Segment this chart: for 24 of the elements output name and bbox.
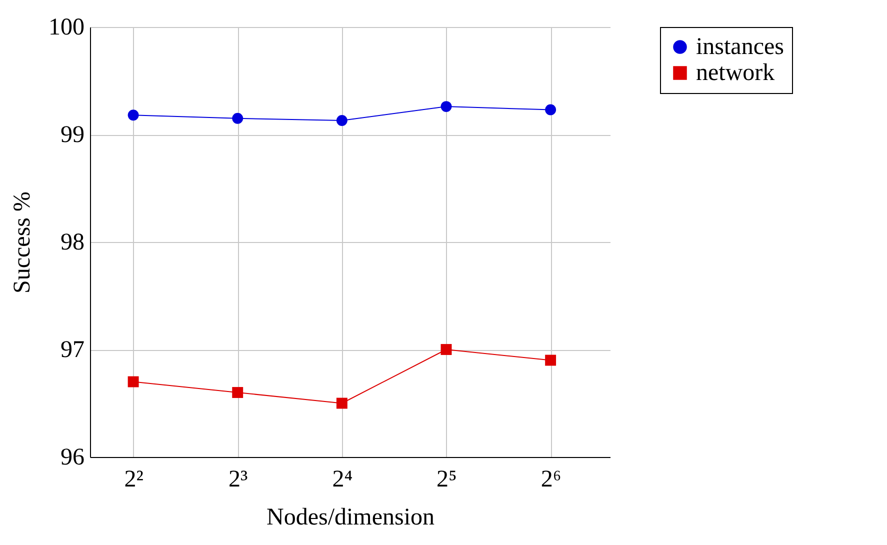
x-tick-label: 2² (124, 466, 144, 492)
y-axis-title: Success % (10, 192, 36, 294)
point (545, 354, 556, 366)
legend-label: network (696, 60, 775, 86)
y-tick-label: 97 (60, 337, 84, 363)
point (336, 398, 348, 409)
x-tick-label: 2⁶ (540, 466, 562, 492)
point (232, 112, 244, 124)
x-tick-label: 2³ (228, 466, 248, 492)
point (545, 104, 556, 116)
x-tick-label: 2⁵ (436, 466, 457, 492)
point (440, 101, 452, 112)
y-tick-label: 100 (48, 14, 84, 40)
point (232, 387, 244, 398)
x-axis-title: Nodes/dimension (266, 504, 434, 530)
point (440, 344, 452, 355)
point (336, 115, 348, 126)
y-tick-label: 99 (60, 122, 84, 148)
point (128, 376, 139, 388)
x-tick-label: 2⁴ (332, 466, 353, 492)
legend-label: instances (696, 34, 784, 60)
y-tick-label: 98 (60, 230, 84, 256)
point (128, 110, 139, 121)
y-tick-label: 96 (60, 444, 84, 470)
